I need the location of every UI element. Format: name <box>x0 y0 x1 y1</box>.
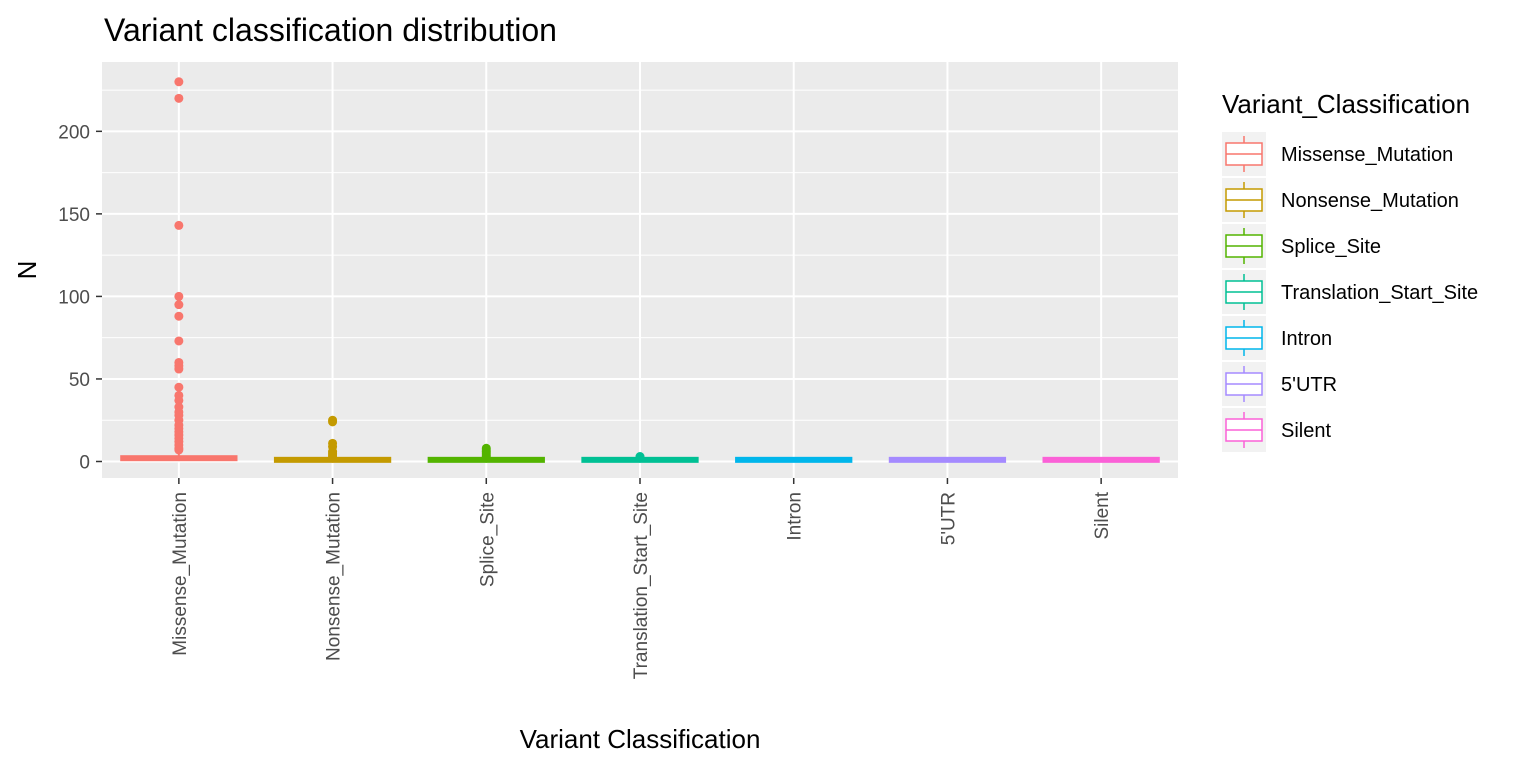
legend-item: Translation_Start_Site <box>1222 270 1478 314</box>
legend-item: Nonsense_Mutation <box>1222 178 1459 222</box>
outlier-point <box>174 311 184 321</box>
x-tick-label: Nonsense_Mutation <box>324 492 345 661</box>
legend-label: Missense_Mutation <box>1281 144 1453 166</box>
legend-item: Intron <box>1222 316 1332 360</box>
box-group <box>273 415 392 463</box>
x-tick-label: 5'UTR <box>938 492 959 545</box>
x-tick-label: Translation_Start_Site <box>631 492 652 679</box>
chart-title: Variant classification distribution <box>104 12 557 48</box>
outlier-point <box>174 220 184 230</box>
y-tick-label: 50 <box>69 370 90 391</box>
box-marks <box>120 77 1160 463</box>
legend-title: Variant_Classification <box>1222 89 1470 119</box>
outlier-point <box>174 93 184 103</box>
outlier-point <box>174 77 184 87</box>
y-axis: 0 50 100 150 200 <box>58 122 102 473</box>
box-group <box>1042 456 1160 463</box>
legend-label: 5'UTR <box>1281 374 1337 396</box>
legend-item: Missense_Mutation <box>1222 132 1453 176</box>
legend-label: Intron <box>1281 328 1332 350</box>
legend-item: Splice_Site <box>1222 224 1381 268</box>
box-group <box>427 443 545 463</box>
y-tick-label: 0 <box>79 452 90 473</box>
outlier-point <box>635 453 645 463</box>
box-group <box>581 452 699 463</box>
y-tick-label: 200 <box>58 122 90 143</box>
box-group <box>120 77 238 462</box>
outlier-point <box>174 445 184 455</box>
legend-label: Splice_Site <box>1281 236 1381 258</box>
outlier-point <box>174 300 184 310</box>
outlier-point <box>174 291 184 301</box>
x-axis: Missense_Mutation Nonsense_Mutation Splice… <box>170 478 1113 679</box>
outlier-point <box>481 453 491 463</box>
outlier-point <box>174 382 184 392</box>
y-tick-label: 100 <box>58 287 90 308</box>
outlier-point <box>328 417 338 427</box>
outlier-point <box>328 453 338 463</box>
x-tick-label: Intron <box>785 492 806 541</box>
x-tick-label: Silent <box>1092 491 1113 539</box>
box-group <box>735 456 853 463</box>
legend-label: Translation_Start_Site <box>1281 282 1478 304</box>
legend-item: Silent <box>1222 408 1331 452</box>
outlier-point <box>174 336 184 346</box>
outlier-point <box>174 395 184 405</box>
legend-label: Nonsense_Mutation <box>1281 190 1459 212</box>
outlier-point <box>174 364 184 374</box>
legend-label: Silent <box>1281 420 1331 442</box>
x-tick-label: Missense_Mutation <box>170 492 191 656</box>
x-axis-title: Variant Classification <box>520 724 761 754</box>
y-axis-title: N <box>12 261 42 280</box>
box-group <box>888 456 1007 463</box>
y-tick-label: 150 <box>58 205 90 226</box>
legend-item: 5'UTR <box>1222 362 1337 406</box>
x-tick-label: Splice_Site <box>477 492 498 587</box>
legend: Variant_Classification Missense_Mutation… <box>1222 89 1478 452</box>
legend-items: Missense_Mutation Nonsense_Mutation Splice… <box>1222 132 1478 452</box>
